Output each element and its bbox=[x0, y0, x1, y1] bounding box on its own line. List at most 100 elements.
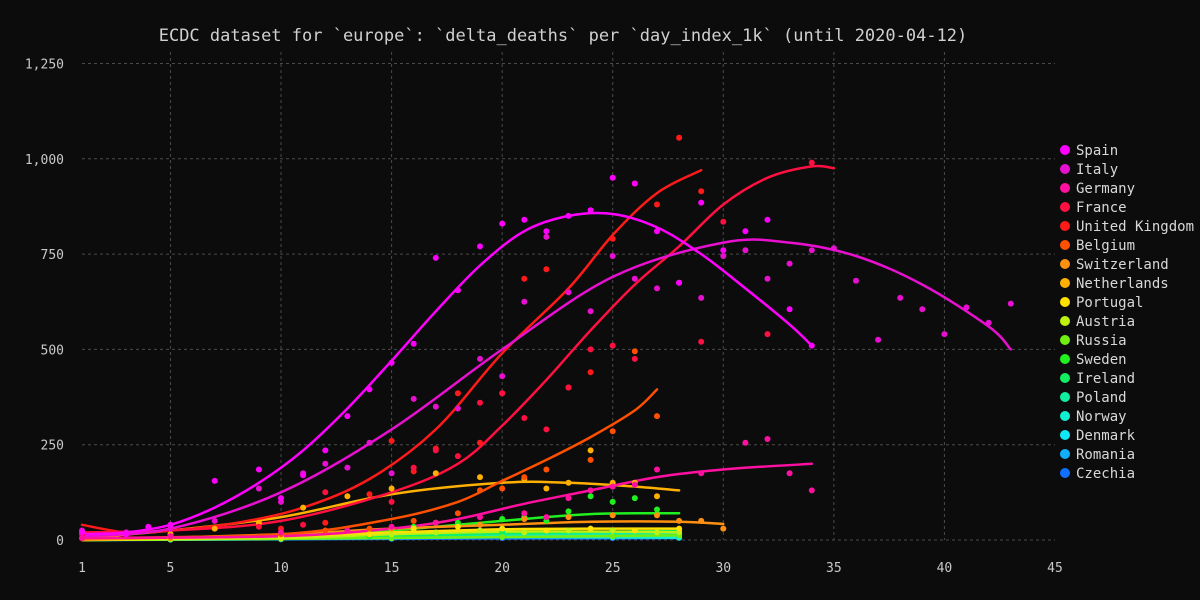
trend-line-spain bbox=[80, 211, 814, 536]
point-germany bbox=[565, 495, 572, 502]
point-spain bbox=[742, 228, 749, 235]
x-tick-label: 15 bbox=[384, 561, 400, 576]
point-united-kingdom bbox=[477, 439, 483, 446]
point-switzerland bbox=[654, 512, 660, 519]
point-austria bbox=[432, 529, 439, 536]
point-france bbox=[255, 523, 262, 530]
point-germany bbox=[477, 514, 483, 521]
legend-label-austria: Austria bbox=[1076, 314, 1135, 330]
point-germany bbox=[698, 470, 705, 477]
point-italy bbox=[344, 464, 351, 471]
point-sweden bbox=[631, 495, 638, 502]
legend-marker-austria bbox=[1060, 316, 1070, 326]
point-switzerland bbox=[720, 525, 727, 532]
point-spain bbox=[786, 306, 793, 313]
legend-label-france: France bbox=[1076, 200, 1127, 216]
point-germany bbox=[344, 527, 351, 534]
point-spain bbox=[521, 216, 528, 223]
point-italy bbox=[432, 403, 439, 410]
legend-marker-norway bbox=[1060, 411, 1070, 421]
point-spain bbox=[123, 531, 130, 538]
point-belgium bbox=[631, 348, 638, 355]
point-spain bbox=[654, 228, 660, 235]
point-germany bbox=[521, 510, 528, 517]
legend-marker-spain bbox=[1060, 145, 1070, 155]
point-belgium bbox=[609, 428, 616, 435]
point-spain bbox=[322, 447, 329, 454]
point-italy bbox=[543, 233, 550, 240]
x-tick-label: 5 bbox=[167, 561, 175, 576]
x-tick-label: 1 bbox=[78, 561, 86, 576]
point-spain bbox=[808, 342, 815, 349]
point-belgium bbox=[521, 474, 528, 481]
legend-marker-poland bbox=[1060, 392, 1070, 402]
point-italy bbox=[897, 294, 904, 301]
x-tick-label: 40 bbox=[937, 561, 953, 576]
point-italy bbox=[698, 294, 705, 301]
point-switzerland bbox=[565, 514, 572, 521]
legend-marker-sweden bbox=[1060, 354, 1070, 364]
point-germany bbox=[278, 529, 284, 536]
y-tick-label: 1,000 bbox=[25, 153, 64, 168]
point-france bbox=[322, 489, 329, 496]
point-belgium bbox=[477, 487, 483, 494]
point-germany bbox=[654, 466, 660, 473]
legend-marker-romania bbox=[1060, 449, 1070, 459]
legend-label-russia: Russia bbox=[1076, 333, 1127, 349]
legend-label-romania: Romania bbox=[1076, 447, 1135, 463]
point-germany bbox=[764, 436, 771, 442]
point-france bbox=[388, 498, 395, 505]
y-tick-label: 500 bbox=[41, 343, 64, 358]
point-italy bbox=[875, 336, 882, 343]
legend-label-poland: Poland bbox=[1076, 390, 1127, 406]
point-germany bbox=[808, 487, 815, 494]
point-france bbox=[477, 399, 483, 406]
point-austria bbox=[388, 531, 395, 538]
x-tick-label: 35 bbox=[826, 561, 842, 576]
point-united-kingdom bbox=[654, 201, 660, 208]
trend-lines bbox=[80, 164, 1013, 542]
point-spain bbox=[565, 212, 572, 219]
point-france bbox=[410, 464, 417, 471]
legend-label-germany: Germany bbox=[1076, 181, 1135, 197]
point-italy bbox=[521, 298, 528, 305]
point-belgium bbox=[366, 525, 373, 532]
legend-marker-ireland bbox=[1060, 373, 1070, 383]
point-spain bbox=[432, 254, 439, 261]
point-france bbox=[609, 342, 616, 349]
point-united-kingdom bbox=[388, 437, 395, 444]
point-belgium bbox=[410, 517, 417, 524]
point-portugal bbox=[543, 527, 550, 534]
point-sweden bbox=[587, 493, 594, 500]
legend-label-spain: Spain bbox=[1076, 143, 1118, 159]
point-sweden bbox=[565, 508, 572, 515]
point-france bbox=[698, 338, 705, 345]
y-tick-label: 750 bbox=[41, 248, 64, 263]
point-netherlands bbox=[344, 493, 351, 500]
point-spain bbox=[167, 521, 174, 528]
trend-line-italy bbox=[80, 238, 1013, 538]
point-italy bbox=[587, 308, 594, 315]
point-portugal bbox=[454, 523, 461, 530]
point-spain bbox=[676, 279, 683, 286]
legend-marker-belgium bbox=[1060, 240, 1070, 250]
legend-label-netherlands: Netherlands bbox=[1076, 276, 1169, 292]
y-tick-label: 1,250 bbox=[25, 57, 64, 72]
point-france bbox=[432, 447, 439, 454]
point-spain bbox=[631, 180, 638, 187]
point-netherlands bbox=[432, 470, 439, 477]
point-united-kingdom bbox=[698, 188, 705, 195]
point-italy bbox=[720, 253, 727, 259]
point-portugal bbox=[676, 525, 683, 532]
point-spain bbox=[587, 207, 594, 214]
point-portugal bbox=[366, 531, 373, 538]
point-sweden bbox=[609, 498, 616, 505]
point-italy bbox=[499, 373, 506, 380]
point-austria bbox=[654, 529, 660, 536]
point-italy bbox=[477, 355, 483, 362]
point-belgium bbox=[587, 456, 594, 463]
point-france bbox=[543, 426, 550, 433]
point-russia bbox=[609, 533, 616, 540]
point-austria bbox=[609, 527, 616, 534]
